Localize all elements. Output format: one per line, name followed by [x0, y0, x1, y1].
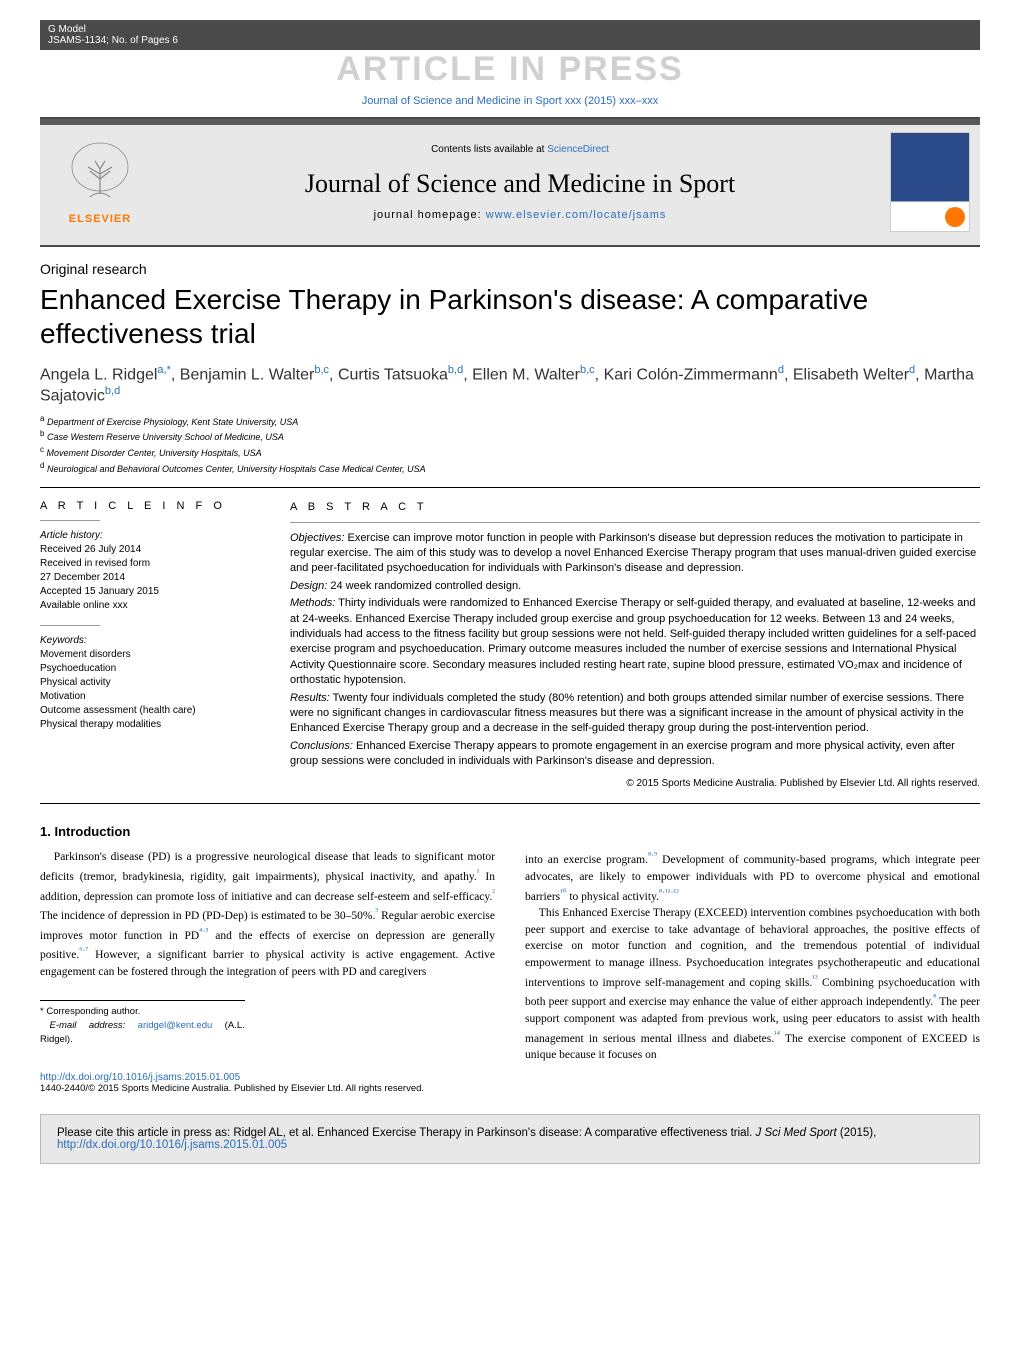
affiliation-item: c Movement Disorder Center, University H… — [40, 444, 980, 460]
article-title: Enhanced Exercise Therapy in Parkinson's… — [40, 283, 980, 350]
affiliation-item: b Case Western Reserve University School… — [40, 428, 980, 444]
g-model-label: G Model — [48, 24, 178, 35]
sciencedirect-link[interactable]: ScienceDirect — [547, 144, 609, 155]
abstract-methods: Methods: Thirty individuals were randomi… — [290, 596, 980, 688]
doi-link[interactable]: http://dx.doi.org/10.1016/j.jsams.2015.0… — [40, 1072, 240, 1083]
bottom-copyright: 1440-2440/© 2015 Sports Medicine Austral… — [40, 1083, 980, 1094]
abstract-objectives: Objectives: Exercise can improve motor f… — [290, 531, 980, 577]
affiliation-item: a Department of Exercise Physiology, Ken… — [40, 413, 980, 429]
contents-line: Contents lists available at ScienceDirec… — [431, 144, 609, 155]
journal-reference-link[interactable]: Journal of Science and Medicine in Sport… — [362, 95, 659, 107]
journal-cover-thumbnail — [880, 119, 980, 245]
keyword-item: Outcome assessment (health care) — [40, 704, 260, 718]
homepage-link[interactable]: www.elsevier.com/locate/jsams — [486, 209, 667, 221]
history-line: Available online xxx — [40, 599, 260, 613]
history-line: Accepted 15 January 2015 — [40, 585, 260, 599]
affiliations-list: a Department of Exercise Physiology, Ken… — [40, 413, 980, 475]
history-line: Received 26 July 2014 — [40, 543, 260, 557]
corresponding-author-footnote: * Corresponding author. E-mail address: … — [40, 1000, 245, 1046]
history-line: Received in revised form — [40, 557, 260, 571]
keyword-item: Motivation — [40, 690, 260, 704]
intro-para-3: This Enhanced Exercise Therapy (EXCEED) … — [525, 905, 980, 1064]
elsevier-logo: ELSEVIER — [40, 119, 160, 245]
abstract-conclusions: Conclusions: Enhanced Exercise Therapy a… — [290, 739, 980, 770]
email-link[interactable]: aridgel@kent.edu — [138, 1020, 213, 1031]
article-info-heading: A R T I C L E I N F O — [40, 500, 260, 512]
keyword-item: Physical therapy modalities — [40, 718, 260, 732]
article-in-press-label: ARTICLE IN PRESS — [40, 50, 980, 89]
keyword-item: Psychoeducation — [40, 662, 260, 676]
affiliation-item: d Neurological and Behavioral Outcomes C… — [40, 460, 980, 476]
keyword-item: Movement disorders — [40, 648, 260, 662]
article-history-block: Article history: Received 26 July 2014Re… — [40, 529, 260, 613]
history-line: 27 December 2014 — [40, 571, 260, 585]
abstract-design: Design: 24 week randomized controlled de… — [290, 579, 980, 594]
journal-name: Journal of Science and Medicine in Sport — [305, 169, 735, 199]
keywords-block: Keywords: Movement disordersPsychoeducat… — [40, 634, 260, 732]
body-text: Parkinson's disease (PD) is a progressiv… — [40, 849, 980, 1063]
elsevier-tree-icon — [60, 139, 140, 209]
article-type: Original research — [40, 261, 980, 277]
journal-header: ELSEVIER Contents lists available at Sci… — [40, 117, 980, 247]
abstract-results: Results: Twenty four individuals complet… — [290, 691, 980, 737]
intro-para-1: Parkinson's disease (PD) is a progressiv… — [40, 849, 495, 980]
model-banner: G Model JSAMS-1134; No. of Pages 6 — [40, 20, 980, 50]
citation-box: Please cite this article in press as: Ri… — [40, 1114, 980, 1164]
abstract-heading: A B S T R A C T — [290, 500, 980, 515]
homepage-line: journal homepage: www.elsevier.com/locat… — [374, 209, 667, 221]
keyword-item: Physical activity — [40, 676, 260, 690]
model-id: JSAMS-1134; No. of Pages 6 — [48, 35, 178, 46]
elsevier-text: ELSEVIER — [69, 213, 131, 225]
abstract-copyright: © 2015 Sports Medicine Australia. Publis… — [290, 777, 980, 791]
authors-list: Angela L. Ridgela,*, Benjamin L. Walterb… — [40, 364, 980, 405]
intro-para-2: into an exercise program.⁸·⁹ Development… — [525, 849, 980, 905]
introduction-heading: 1. Introduction — [40, 824, 980, 839]
citation-doi-link[interactable]: http://dx.doi.org/10.1016/j.jsams.2015.0… — [57, 1139, 287, 1151]
